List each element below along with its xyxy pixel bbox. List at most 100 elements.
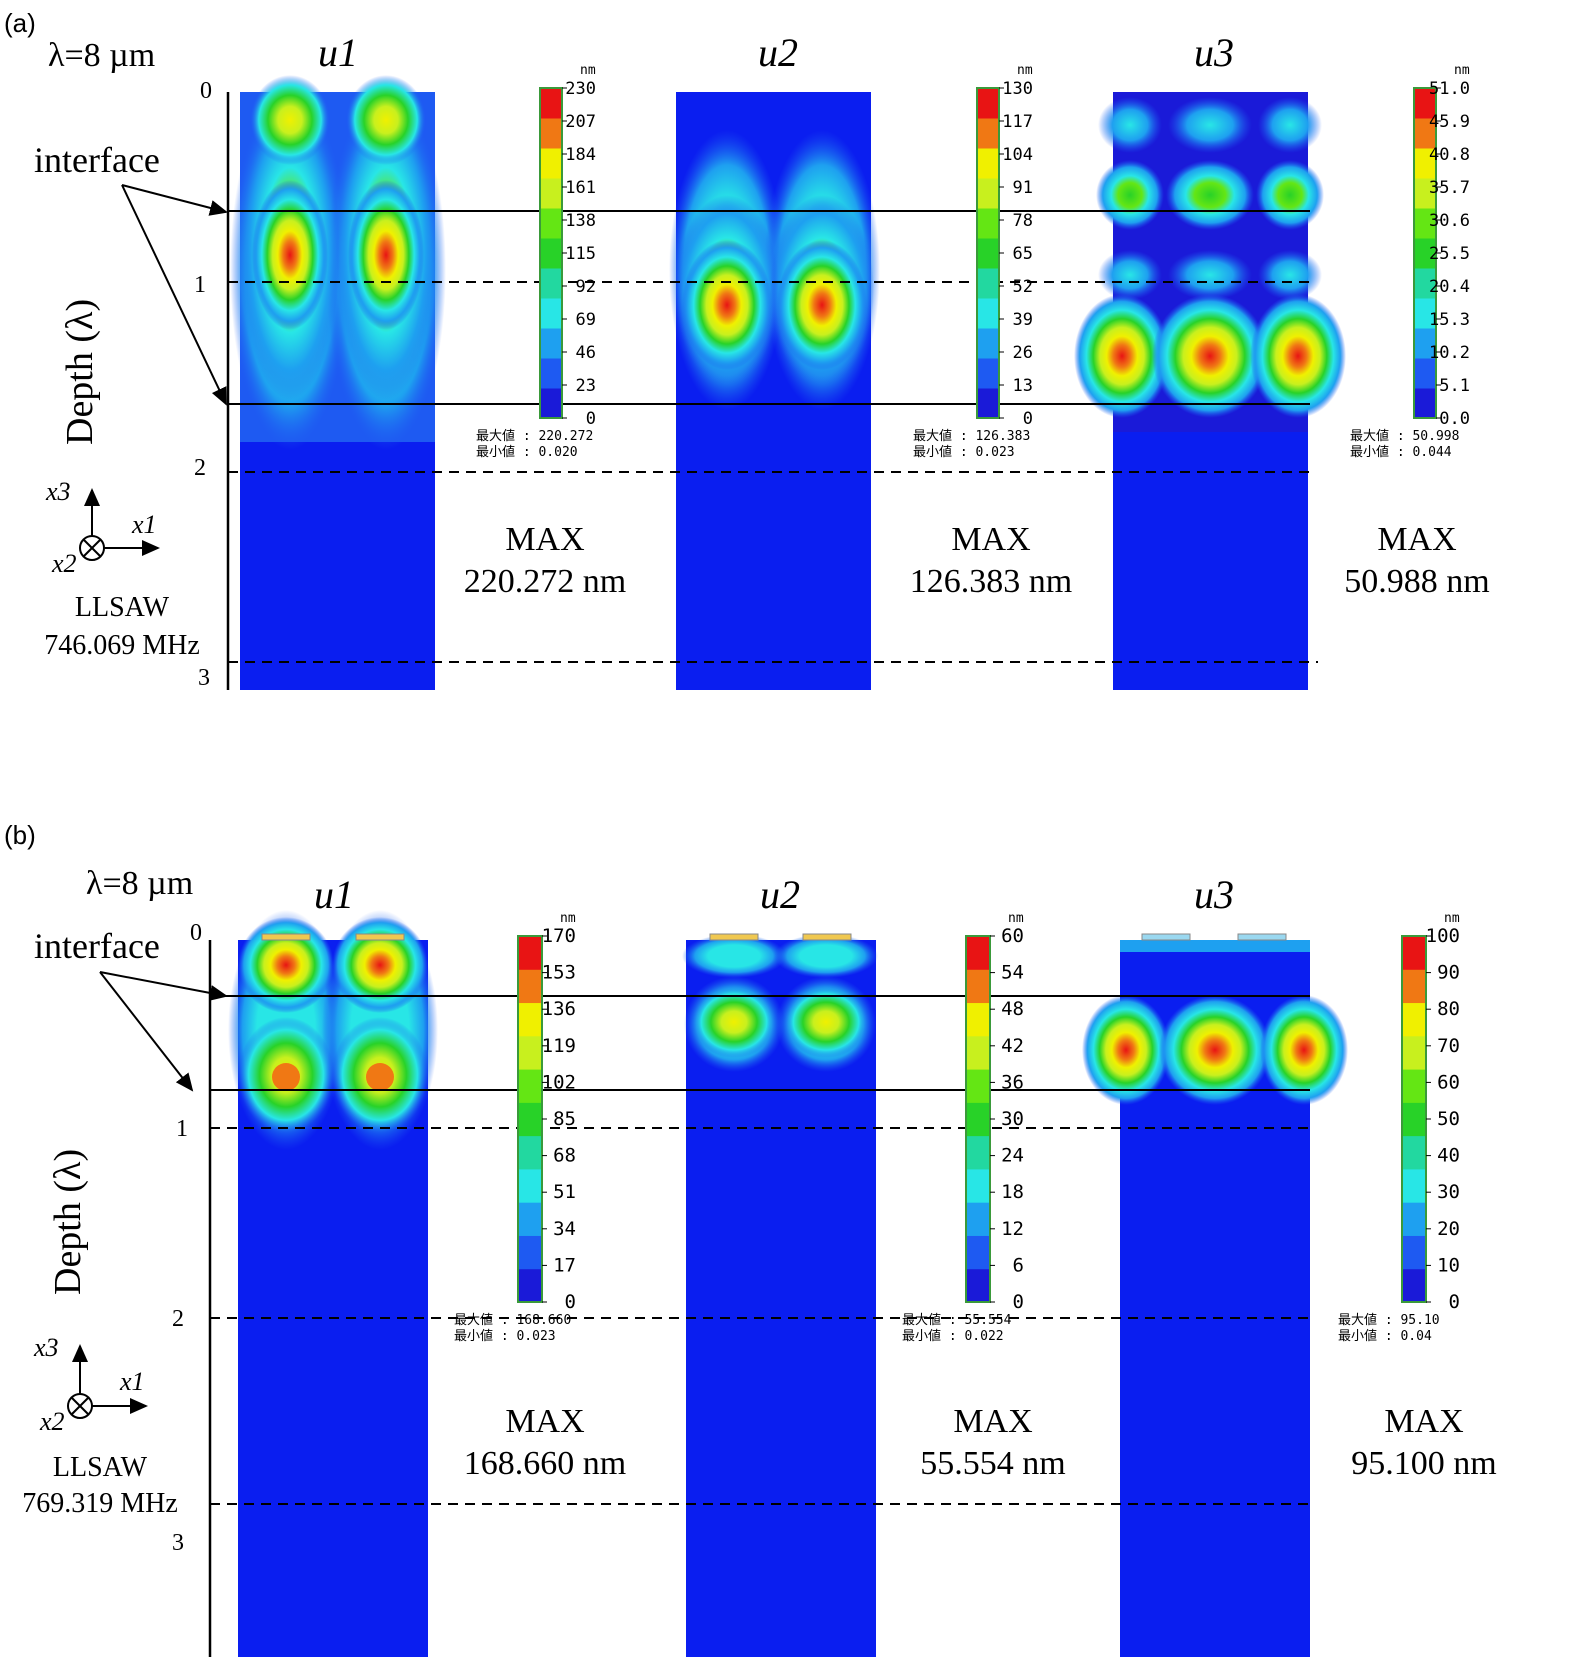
colorbar-tick-label: 0 (1023, 409, 1033, 429)
stat-max: 最大値 : 168.660 (454, 1312, 571, 1328)
max-title-u2: MAX (953, 1403, 1032, 1440)
colorbar-unit: nm (1008, 911, 1024, 926)
colorbar-segment (1402, 1069, 1426, 1103)
colorbar-u3: 51.0 45.9 40.8 35.7 30.6 25.5 20.4 15.3 10.2 5.1 0… (1350, 63, 1470, 460)
colorbar-segment (966, 1168, 990, 1203)
colorbar-tick-label: 36 (1001, 1071, 1024, 1093)
colorbar-segment (1414, 298, 1436, 329)
max-value-u1: 168.660 nm (464, 1445, 626, 1482)
colorbar-segment (540, 268, 562, 299)
colorbar-tick-label: 115 (565, 244, 596, 264)
mode-name: LLSAW (53, 1452, 148, 1483)
axis-x3-label: x3 (45, 477, 71, 506)
colorbar-segment (540, 328, 562, 359)
colorbar-segment (540, 208, 562, 239)
colorbar-segment (1414, 178, 1436, 209)
colorbar-tick-label: 51.0 (1429, 79, 1470, 99)
colorbar-segment (540, 298, 562, 329)
colorbar-tick-label: 60 (1437, 1071, 1460, 1093)
colorbar-segment (966, 936, 990, 970)
component-label-u2: u2 (758, 30, 798, 75)
colorbar-segment (966, 1069, 990, 1103)
colorbar-tick-label: 0 (1013, 1291, 1024, 1313)
colorbar-tick-label: 48 (1001, 998, 1024, 1020)
colorbar-segment (966, 1135, 990, 1170)
colorbar-tick-label: 68 (553, 1145, 576, 1167)
colorbar-tick-label: 91 (1013, 178, 1033, 198)
depth-tick-1: 1 (194, 272, 206, 298)
colorbar-segment (1402, 1235, 1426, 1270)
axis-x2-label: x2 (51, 549, 77, 578)
colorbar-segment (977, 238, 999, 269)
depth-tick-0: 0 (200, 78, 212, 104)
colorbar-segment (1414, 358, 1436, 389)
colorbar-segment (966, 1102, 990, 1137)
colorbar-tick-label: 24 (1001, 1145, 1024, 1167)
colorbar-segment (977, 268, 999, 299)
colorbar-segment (1402, 1135, 1426, 1170)
colorbar-segment (1402, 1168, 1426, 1203)
colorbar-tick-label: 102 (542, 1071, 576, 1093)
colorbar-tick-label: 20 (1437, 1218, 1460, 1240)
colorbar-segment (1414, 328, 1436, 359)
max-title-u2: MAX (951, 521, 1030, 558)
panel-label: (a) (4, 8, 36, 38)
colorbar-segment (540, 238, 562, 269)
colorbar-segment (977, 178, 999, 209)
colorbar-tick-label: 12 (1001, 1218, 1024, 1240)
colorbar-tick-label: 50 (1437, 1108, 1460, 1130)
axis-x1-label: x1 (119, 1367, 145, 1396)
axis-x2-label: x2 (39, 1407, 65, 1436)
stat-max: 最大値 : 220.272 (476, 428, 593, 444)
colorbar-segment (1402, 1035, 1426, 1070)
contour-plot-u1: u1 (228, 872, 438, 1657)
interface-arrow (121, 184, 228, 216)
colorbar-tick-label: 51 (553, 1181, 576, 1203)
colorbar-segment (1402, 1268, 1426, 1303)
colorbar-tick-label: 70 (1437, 1035, 1460, 1057)
colorbar-segment (977, 88, 999, 119)
colorbar-tick-label: 10 (1437, 1254, 1460, 1276)
colorbar-tick-label: 69 (576, 310, 596, 330)
colorbar-segment (518, 1002, 542, 1037)
colorbar-segment (1414, 238, 1436, 269)
colorbar-tick-label: 117 (1002, 112, 1033, 132)
colorbar-unit: nm (1017, 63, 1033, 78)
max-value-u3: 95.100 nm (1351, 1445, 1496, 1482)
colorbar-tick-label: 170 (542, 925, 576, 947)
interface-arrow (99, 971, 194, 1092)
colorbar-tick-label: 0.0 (1439, 409, 1470, 429)
colorbar-segment (977, 118, 999, 149)
contour-plot-u2: u2 (682, 872, 878, 1657)
colorbar-segment (966, 1235, 990, 1270)
stat-min: 最小値 : 0.020 (476, 444, 578, 460)
depth-axis-label: Depth (λ) (59, 299, 101, 445)
depth-tick-3: 3 (172, 1530, 184, 1556)
colorbar-tick-label: 23 (576, 376, 596, 396)
colorbar-segment (540, 178, 562, 209)
colorbar-segment (1402, 936, 1426, 970)
panel-label: (b) (4, 820, 36, 850)
contour-plot-u1: u1 (230, 30, 446, 690)
stat-max: 最大値 : 126.383 (913, 428, 1030, 444)
mode-frequency: 769.319 MHz (22, 1488, 178, 1519)
stat-max: 最大値 : 55.554 (902, 1312, 1012, 1328)
colorbar-tick-label: 104 (1002, 145, 1033, 165)
colorbar-tick-label: 78 (1013, 211, 1033, 231)
colorbar-segment (1414, 118, 1436, 149)
colorbar-tick-label: 40 (1437, 1145, 1460, 1167)
colorbar-tick-label: 10.2 (1429, 343, 1470, 363)
panel-b: (b) λ=8 µm interface 0 1 2 3 Depth (λ) x… (4, 820, 1497, 1657)
colorbar-tick-label: 17 (553, 1254, 576, 1276)
colorbar-tick-label: 25.5 (1429, 244, 1470, 264)
colorbar-segment (540, 358, 562, 389)
depth-tick-1: 1 (176, 1116, 188, 1142)
colorbar-segment (518, 1069, 542, 1103)
contour-plot-u2: u2 (669, 30, 880, 690)
component-label-u1: u1 (314, 872, 354, 917)
max-value-u2: 126.383 nm (910, 563, 1072, 600)
colorbar-segment (966, 1035, 990, 1070)
